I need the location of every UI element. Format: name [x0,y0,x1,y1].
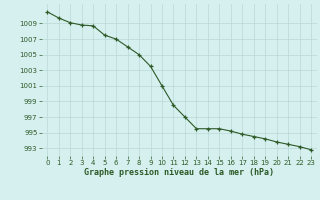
X-axis label: Graphe pression niveau de la mer (hPa): Graphe pression niveau de la mer (hPa) [84,168,274,177]
